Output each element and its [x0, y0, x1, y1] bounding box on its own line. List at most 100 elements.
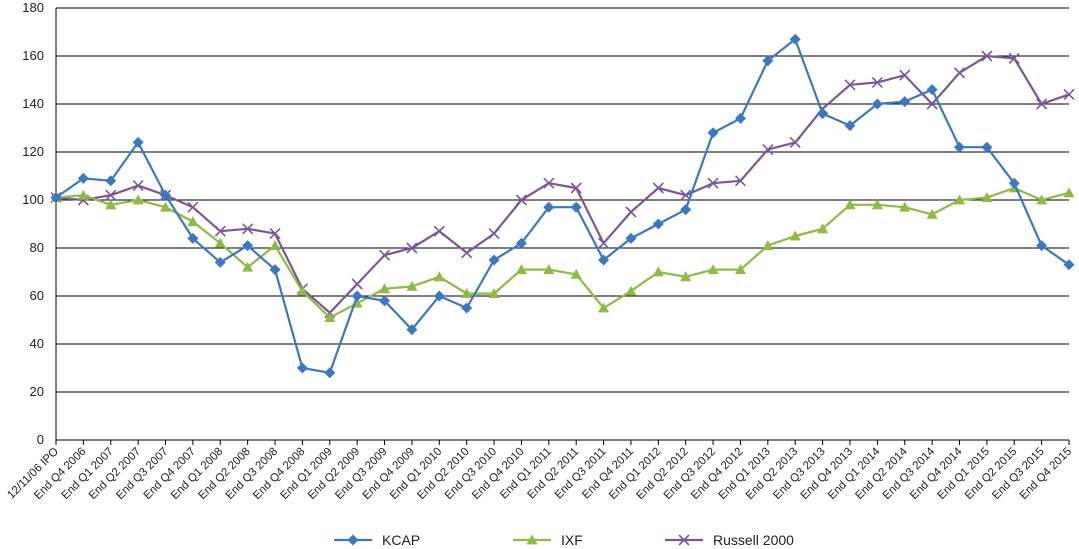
data-point-kcap	[461, 302, 473, 314]
data-point-ixf	[543, 264, 555, 274]
legend-label: Russell 2000	[713, 532, 794, 548]
data-point-russell-2000	[1036, 98, 1048, 110]
data-point-kcap	[242, 240, 254, 252]
data-point-ixf	[488, 288, 500, 298]
data-point-russell-2000	[105, 189, 117, 201]
data-point-ixf	[844, 199, 856, 210]
legend-item-ixf: IXF	[513, 532, 583, 548]
series-russell-2000	[50, 50, 1075, 319]
y-tick-label: 100	[22, 192, 44, 207]
data-point-russell-2000	[981, 50, 993, 62]
data-point-kcap	[598, 254, 610, 266]
data-point-kcap	[543, 201, 555, 213]
series-kcap	[50, 33, 1075, 379]
data-point-kcap	[1063, 259, 1075, 271]
legend-label: IXF	[561, 532, 583, 548]
data-point-kcap	[981, 141, 993, 153]
y-tick-label: 60	[30, 288, 44, 303]
data-point-ixf	[105, 199, 117, 210]
data-point-kcap	[625, 232, 637, 244]
data-point-kcap	[406, 324, 418, 336]
data-point-russell-2000	[461, 247, 473, 259]
data-point-kcap	[1036, 240, 1048, 252]
data-point-kcap	[296, 362, 308, 374]
data-point-ixf	[625, 285, 637, 296]
y-tick-label: 120	[22, 144, 44, 159]
data-point-russell-2000	[269, 228, 281, 240]
data-point-kcap	[324, 367, 336, 379]
legend-swatch-marker	[678, 534, 690, 546]
data-point-russell-2000	[652, 182, 664, 194]
data-point-russell-2000	[515, 194, 527, 206]
legend-swatch-marker	[526, 534, 538, 545]
data-point-kcap	[789, 33, 801, 45]
y-tick-label: 0	[37, 432, 44, 447]
data-point-kcap	[844, 120, 856, 132]
data-point-kcap	[187, 232, 199, 244]
data-point-kcap	[817, 108, 829, 120]
data-point-kcap	[953, 141, 965, 153]
data-point-kcap	[105, 175, 117, 187]
data-point-ixf	[981, 192, 993, 202]
data-point-ixf	[296, 285, 308, 296]
legend-item-kcap: KCAP	[334, 532, 420, 548]
data-point-ixf	[734, 264, 746, 274]
data-point-ixf	[214, 237, 226, 248]
data-point-russell-2000	[734, 175, 747, 187]
data-point-kcap	[160, 189, 172, 201]
data-point-kcap	[77, 172, 89, 184]
grid	[56, 7, 1069, 393]
data-point-ixf	[324, 312, 336, 322]
y-tick-label: 40	[30, 336, 44, 351]
data-point-ixf	[762, 240, 774, 250]
data-point-kcap	[214, 256, 226, 268]
data-point-ixf	[433, 271, 445, 282]
data-point-russell-2000	[187, 201, 199, 213]
data-point-russell-2000	[488, 228, 500, 240]
legend-label: KCAP	[382, 532, 420, 548]
data-point-kcap	[734, 112, 746, 124]
data-point-russell-2000	[871, 76, 883, 88]
data-point-russell-2000	[953, 67, 966, 79]
data-point-ixf	[242, 261, 254, 272]
data-point-kcap	[515, 237, 527, 249]
y-tick-label: 160	[22, 48, 44, 63]
data-point-ixf	[953, 194, 965, 205]
data-point-ixf	[1063, 187, 1075, 198]
data-point-kcap	[132, 136, 144, 148]
data-point-russell-2000	[926, 98, 938, 110]
data-point-kcap	[680, 204, 692, 216]
data-point-ixf	[817, 223, 829, 234]
y-tick-label: 20	[30, 384, 44, 399]
data-point-russell-2000	[598, 237, 610, 249]
data-point-ixf	[570, 268, 582, 279]
data-point-russell-2000	[214, 225, 226, 237]
data-point-russell-2000	[1063, 88, 1075, 100]
data-point-ixf	[515, 264, 527, 274]
data-point-russell-2000	[433, 225, 445, 237]
data-point-kcap	[269, 264, 281, 276]
data-point-ixf	[77, 189, 89, 200]
data-point-russell-2000	[406, 242, 418, 254]
series-line-russell-2000	[55, 54, 1070, 314]
data-point-ixf	[379, 283, 391, 294]
data-point-kcap	[652, 218, 664, 230]
data-point-ixf	[132, 194, 144, 205]
data-point-ixf	[1036, 194, 1048, 205]
data-point-kcap	[570, 201, 582, 213]
data-point-kcap	[762, 55, 774, 67]
data-point-ixf	[269, 240, 281, 250]
y-tick-label: 80	[30, 240, 44, 255]
data-point-ixf	[598, 302, 610, 313]
data-point-ixf	[187, 216, 199, 226]
data-point-russell-2000	[242, 223, 254, 235]
data-point-russell-2000	[789, 136, 801, 148]
data-point-kcap	[379, 295, 391, 307]
data-point-russell-2000	[543, 177, 555, 189]
data-point-ixf	[160, 201, 172, 212]
data-point-ixf	[789, 230, 801, 241]
data-point-ixf	[899, 201, 911, 212]
data-point-ixf	[461, 288, 473, 298]
y-axis-tick-labels: 0 20 40 60 80 100 120 140 160 180	[22, 0, 44, 447]
